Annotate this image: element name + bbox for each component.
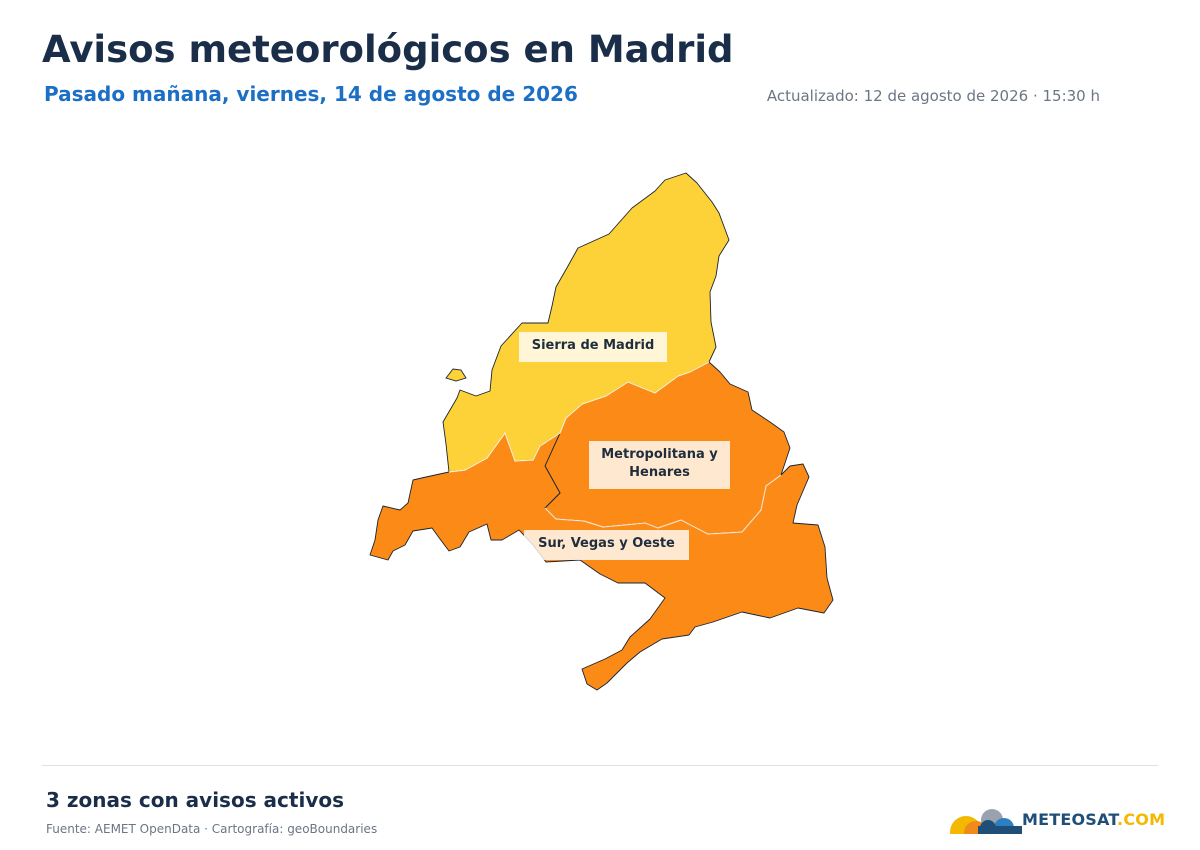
footer-divider: [42, 765, 1158, 766]
forecast-day: Pasado mañana, viernes, 14 de agosto de …: [44, 82, 578, 106]
zone-label-sierra: Sierra de Madrid: [519, 332, 667, 362]
zone-label-sur: Sur, Vegas y Oeste: [524, 530, 689, 560]
sun-cloud-icon: [950, 809, 1022, 848]
zone-boundary-line: [544, 474, 782, 535]
zone-label-metropolitana: Metropolitana y Henares: [589, 441, 730, 489]
zone-sierra-enclave: [445, 368, 467, 382]
zone-boundary-line-north: [448, 361, 710, 473]
active-warnings-summary: 3 zonas con avisos activos: [46, 788, 345, 812]
brand-domain: .COM: [1117, 810, 1166, 829]
page-title: Avisos meteorológicos en Madrid: [42, 28, 734, 71]
updated-timestamp: Actualizado: 12 de agosto de 2026 · 15:3…: [766, 87, 1100, 105]
brand-name: METEOSAT: [1022, 810, 1118, 829]
data-source: Fuente: AEMET OpenData · Cartografía: ge…: [46, 822, 378, 836]
meteosat-logo[interactable]: METEOSAT.COM: [948, 806, 1165, 848]
